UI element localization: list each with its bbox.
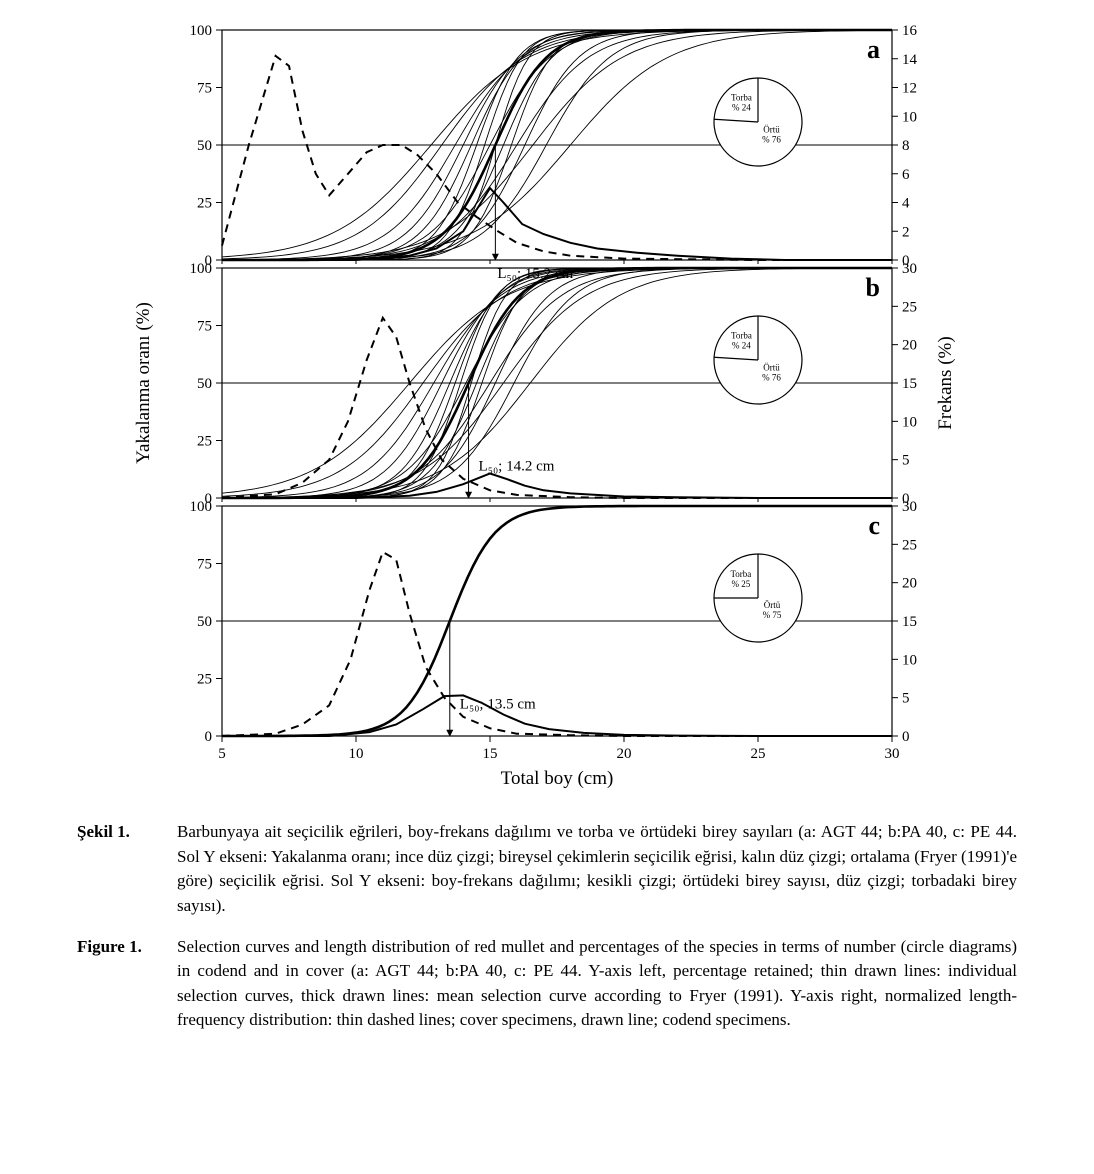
svg-text:20: 20 bbox=[902, 338, 917, 354]
svg-text:c: c bbox=[868, 511, 880, 540]
caption-figure-label: Figure 1. bbox=[77, 935, 177, 1034]
svg-text:5: 5 bbox=[902, 453, 910, 469]
svg-text:25: 25 bbox=[197, 672, 212, 688]
caption-sekil-text: Barbunyaya ait seçicilik eğrileri, boy-f… bbox=[177, 820, 1017, 919]
svg-text:30: 30 bbox=[902, 499, 917, 515]
svg-text:100: 100 bbox=[190, 499, 213, 515]
svg-text:Örtü: Örtü bbox=[763, 362, 780, 372]
svg-text:% 25: % 25 bbox=[732, 579, 751, 589]
svg-text:15: 15 bbox=[483, 746, 498, 762]
svg-text:6: 6 bbox=[902, 167, 910, 183]
svg-text:10: 10 bbox=[902, 652, 917, 668]
svg-text:100: 100 bbox=[190, 261, 213, 277]
caption-sekil-label: Şekil 1. bbox=[77, 820, 177, 919]
svg-text:75: 75 bbox=[197, 557, 212, 573]
figure-container: 02550751000246810121416Örtü% 76Torba% 24… bbox=[127, 20, 967, 796]
svg-text:10: 10 bbox=[902, 414, 917, 430]
svg-text:10: 10 bbox=[349, 746, 364, 762]
svg-text:50: 50 bbox=[197, 138, 212, 154]
svg-text:Örtü: Örtü bbox=[764, 600, 781, 610]
panel-a: 02550751000246810121416Örtü% 76Torba% 24… bbox=[190, 23, 918, 282]
svg-text:% 24: % 24 bbox=[732, 340, 751, 350]
svg-text:15: 15 bbox=[902, 376, 917, 392]
svg-text:Torba: Torba bbox=[731, 330, 752, 340]
svg-text:b: b bbox=[866, 273, 880, 302]
svg-text:a: a bbox=[867, 35, 880, 64]
svg-text:L₅₀; 14.2 cm: L₅₀; 14.2 cm bbox=[479, 458, 555, 474]
svg-text:8: 8 bbox=[902, 138, 910, 154]
svg-text:Total boy (cm): Total boy (cm) bbox=[501, 768, 614, 789]
svg-text:25: 25 bbox=[902, 537, 917, 553]
svg-text:12: 12 bbox=[902, 81, 917, 97]
svg-text:Torba: Torba bbox=[730, 569, 751, 579]
panel-b: 0255075100051015202530Örtü% 76Torba% 24b… bbox=[190, 261, 918, 507]
svg-text:30: 30 bbox=[885, 746, 900, 762]
svg-text:25: 25 bbox=[751, 746, 766, 762]
svg-text:15: 15 bbox=[902, 614, 917, 630]
svg-text:20: 20 bbox=[902, 576, 917, 592]
svg-text:50: 50 bbox=[197, 376, 212, 392]
svg-text:75: 75 bbox=[197, 81, 212, 97]
svg-text:% 76: % 76 bbox=[762, 134, 781, 144]
svg-text:Örtü: Örtü bbox=[763, 124, 780, 134]
selection-curves-chart: 02550751000246810121416Örtü% 76Torba% 24… bbox=[127, 20, 967, 796]
svg-text:50: 50 bbox=[197, 614, 212, 630]
svg-text:25: 25 bbox=[902, 299, 917, 315]
svg-text:75: 75 bbox=[197, 319, 212, 335]
svg-text:L₅₀; 13.5 cm: L₅₀; 13.5 cm bbox=[460, 696, 536, 712]
svg-text:% 24: % 24 bbox=[732, 102, 751, 112]
svg-text:5: 5 bbox=[902, 691, 910, 707]
caption-figure: Figure 1. Selection curves and length di… bbox=[77, 935, 1017, 1034]
svg-text:16: 16 bbox=[902, 23, 918, 39]
svg-text:5: 5 bbox=[218, 746, 226, 762]
svg-text:14: 14 bbox=[902, 52, 918, 68]
caption-sekil: Şekil 1. Barbunyaya ait seçicilik eğrile… bbox=[77, 820, 1017, 919]
svg-text:100: 100 bbox=[190, 23, 213, 39]
svg-text:30: 30 bbox=[902, 261, 917, 277]
caption-figure-text: Selection curves and length distribution… bbox=[177, 935, 1017, 1034]
svg-text:% 75: % 75 bbox=[763, 610, 782, 620]
panel-c: 025507510005101520253051015202530Örtü% 7… bbox=[190, 499, 918, 762]
svg-text:25: 25 bbox=[197, 434, 212, 450]
svg-text:20: 20 bbox=[617, 746, 632, 762]
svg-text:4: 4 bbox=[902, 196, 910, 212]
svg-text:10: 10 bbox=[902, 109, 917, 125]
svg-text:2: 2 bbox=[902, 224, 910, 240]
svg-text:Torba: Torba bbox=[731, 92, 752, 102]
svg-text:0: 0 bbox=[902, 729, 910, 745]
svg-text:Frekans (%): Frekans (%) bbox=[935, 336, 956, 429]
captions-block: Şekil 1. Barbunyaya ait seçicilik eğrile… bbox=[77, 820, 1017, 1033]
svg-text:25: 25 bbox=[197, 196, 212, 212]
svg-text:% 76: % 76 bbox=[762, 372, 781, 382]
svg-text:0: 0 bbox=[205, 729, 213, 745]
svg-text:Yakalanma oranı (%): Yakalanma oranı (%) bbox=[133, 302, 154, 464]
